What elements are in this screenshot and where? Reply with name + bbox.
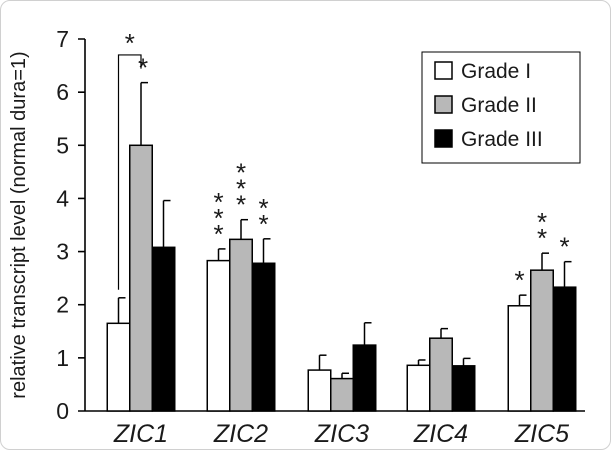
axes: 0 1 2 3 4 5 6 7 relative transcript level (norma…	[8, 26, 585, 448]
significance-star: *	[258, 209, 268, 239]
significance-star: *	[537, 223, 547, 253]
category-label-zic3: ZIC3	[314, 420, 369, 448]
y-tick-label: 4	[56, 185, 69, 211]
bar-zic3-series-0	[307, 369, 332, 412]
significance-bracket	[117, 54, 142, 290]
significance-star: *	[559, 232, 569, 262]
y-axis-label: relative transcript level (normal dura=1…	[8, 51, 30, 398]
bar-zic4-series-1	[429, 337, 453, 412]
significance-star: *	[236, 190, 246, 220]
significance-star: *	[537, 207, 547, 237]
significance-star: *	[213, 203, 223, 233]
significance-star: *	[236, 158, 246, 188]
bar-zic2-series-1	[229, 238, 253, 412]
bar-zic5-series-2	[552, 286, 577, 412]
legend-swatch-1	[434, 95, 453, 114]
bar-zic1-series-2	[151, 246, 176, 412]
y-tick-label: 2	[56, 292, 69, 318]
y-tick-label: 0	[56, 398, 69, 424]
bar-zic2-series-0	[206, 259, 231, 412]
bar-zic2-series-2	[251, 262, 276, 412]
significance-star: *	[514, 265, 524, 295]
y-tick-label: 6	[56, 79, 69, 105]
category-label-zic4: ZIC4	[413, 420, 468, 448]
y-tick-label: 7	[56, 26, 69, 52]
bar-zic1-series-1	[129, 144, 153, 412]
legend-label-1: Grade II	[461, 94, 537, 117]
category-label-zic2: ZIC2	[213, 420, 268, 448]
bar-zic4-series-2	[451, 365, 476, 412]
bar-zic5-series-1	[530, 269, 554, 412]
y-tick-label: 1	[56, 345, 69, 371]
legend-label-2: Grade III	[461, 128, 543, 151]
significance-star: *	[213, 219, 223, 249]
bars	[106, 81, 577, 412]
bar-zic5-series-0	[507, 305, 532, 412]
significance-star: *	[138, 53, 148, 83]
legend-swatch-2	[434, 129, 453, 148]
category-label-zic5: ZIC5	[514, 420, 569, 448]
category-label-zic1: ZIC1	[113, 420, 168, 448]
significance-star: *	[258, 193, 268, 223]
bar-zic1-series-0	[106, 322, 131, 412]
y-tick-label: 3	[56, 239, 69, 265]
y-tick-label: 5	[56, 132, 69, 158]
legend-label-0: Grade I	[461, 60, 531, 83]
bar-zic3-series-2	[352, 344, 377, 412]
significance-star: *	[236, 174, 246, 204]
annotations: **** **********	[117, 28, 570, 295]
bar-zic4-series-0	[406, 364, 431, 412]
bar-zic3-series-1	[330, 377, 354, 412]
legend-swatch-0	[434, 61, 453, 80]
significance-star: *	[213, 187, 223, 217]
legend: Grade I Grade II Grade III	[421, 51, 581, 164]
bracket-star: *	[125, 28, 135, 58]
